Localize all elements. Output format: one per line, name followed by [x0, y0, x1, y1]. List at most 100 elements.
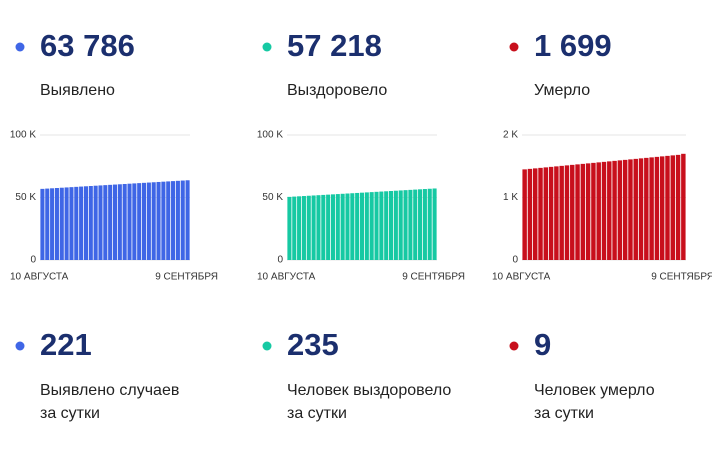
bar — [570, 164, 575, 260]
bar — [180, 180, 185, 260]
bar — [601, 161, 607, 260]
bar — [83, 186, 88, 260]
bar — [88, 186, 93, 260]
y-tick-label: 1 K — [503, 192, 518, 203]
bar — [350, 193, 355, 260]
bar — [117, 184, 122, 260]
bar — [554, 166, 559, 260]
bar — [374, 191, 379, 260]
total-label: Выздоровело — [287, 82, 387, 99]
x-tick-label: 9 СЕНТЯБРЯ — [155, 272, 218, 283]
bar — [287, 196, 292, 260]
bar — [122, 183, 127, 260]
daily-label: за сутки — [287, 405, 347, 422]
bar — [403, 190, 408, 260]
bar — [50, 188, 55, 260]
bar — [297, 196, 302, 260]
bar — [156, 181, 161, 260]
bar — [316, 195, 321, 260]
bar — [301, 196, 306, 260]
bar — [79, 186, 84, 260]
bar — [389, 190, 394, 260]
bar — [384, 191, 389, 260]
status-dot — [262, 341, 272, 351]
bar — [432, 188, 437, 260]
bar — [591, 162, 596, 260]
y-tick-label: 0 — [277, 255, 283, 266]
bar — [137, 183, 142, 260]
bar — [543, 167, 549, 260]
y-tick-label: 50 K — [15, 192, 36, 203]
bar — [69, 187, 74, 260]
bar — [103, 185, 108, 260]
bar — [422, 189, 427, 260]
bar — [364, 192, 369, 260]
bar — [408, 189, 413, 260]
status-dot — [509, 42, 519, 52]
bar — [628, 159, 633, 260]
total-label: Выявлено — [40, 82, 115, 99]
bar — [108, 184, 113, 260]
daily-value: 9 — [534, 327, 551, 362]
status-dot — [15, 42, 25, 52]
bar — [548, 166, 554, 260]
bar — [74, 186, 79, 260]
daily-value: 235 — [287, 327, 339, 362]
x-tick-label: 9 СЕНТЯБРЯ — [651, 272, 712, 283]
bar — [112, 184, 118, 260]
bar — [330, 194, 335, 260]
daily-label: Человек умерло — [534, 382, 655, 399]
y-tick-label: 2 K — [503, 130, 518, 141]
bar — [359, 192, 365, 260]
bar — [64, 187, 69, 260]
bar — [326, 194, 331, 260]
bar — [654, 156, 660, 260]
bar — [665, 155, 670, 260]
bar — [413, 189, 418, 260]
bar — [321, 194, 326, 260]
y-tick-label: 100 K — [257, 130, 283, 141]
y-tick-label: 0 — [30, 255, 36, 266]
bar — [649, 157, 654, 260]
bar — [427, 188, 432, 260]
bar — [98, 185, 103, 260]
total-label: Умерло — [534, 82, 590, 99]
bar — [670, 155, 675, 260]
bar — [127, 183, 132, 260]
x-tick-label: 9 СЕНТЯБРЯ — [402, 272, 465, 283]
total-value: 63 786 — [40, 28, 135, 63]
bar — [538, 167, 543, 260]
y-tick-label: 50 K — [262, 192, 283, 203]
bar — [398, 190, 403, 260]
daily-label: Выявлено случаев — [40, 382, 179, 399]
bar — [580, 163, 586, 260]
bar — [559, 165, 564, 260]
bar — [607, 161, 612, 260]
bar — [146, 182, 151, 260]
daily-label: за сутки — [534, 405, 594, 422]
bar — [311, 195, 316, 260]
y-tick-label: 100 K — [10, 130, 36, 141]
bar — [59, 187, 64, 260]
bar — [527, 168, 533, 260]
daily-value: 221 — [40, 327, 92, 362]
bar — [340, 193, 345, 260]
status-dot — [262, 42, 272, 52]
x-tick-label: 10 АВГУСТА — [257, 272, 316, 283]
bar — [171, 181, 176, 260]
bar — [369, 192, 374, 260]
bar — [355, 192, 360, 260]
bar — [675, 154, 681, 260]
x-tick-label: 10 АВГУСТА — [492, 272, 551, 283]
bar — [418, 189, 423, 260]
bar — [638, 158, 644, 260]
bar — [585, 163, 591, 260]
bar — [175, 180, 180, 260]
status-dot — [15, 341, 25, 351]
x-tick-label: 10 АВГУСТА — [10, 272, 69, 283]
bar — [40, 188, 45, 260]
y-tick-label: 0 — [512, 255, 518, 266]
bar — [564, 165, 570, 260]
status-dot — [509, 341, 519, 351]
